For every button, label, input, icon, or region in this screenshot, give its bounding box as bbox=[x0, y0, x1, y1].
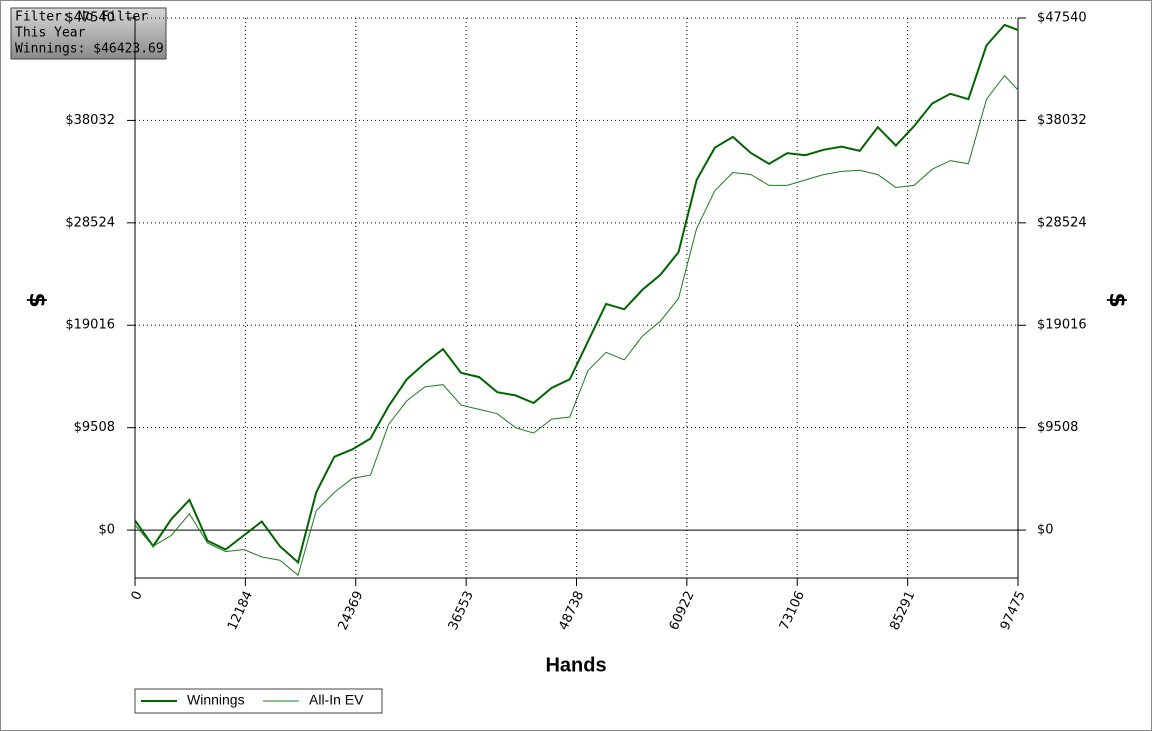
y2-tick-label: $38032 bbox=[1037, 113, 1087, 128]
series-line bbox=[134, 23, 1019, 565]
y2-axis-label: $ bbox=[1104, 292, 1129, 307]
y2-tick-label: $0 bbox=[1037, 523, 1054, 538]
info-box bbox=[10, 7, 167, 60]
y-tick-label: $19016 bbox=[65, 318, 115, 333]
series-line bbox=[134, 74, 1019, 577]
annotation: This Year bbox=[15, 26, 86, 41]
y2-tick-label: $9508 bbox=[1037, 420, 1078, 435]
y2-tick-label: $47540 bbox=[1037, 11, 1087, 26]
x-axis-label: Hands bbox=[545, 654, 606, 676]
annotation: Winnings: $46423.69 bbox=[15, 42, 164, 57]
annotation: Filter: No Filter bbox=[15, 10, 148, 25]
y-axis-label: $ bbox=[24, 292, 49, 307]
y2-tick-label: $28524 bbox=[1037, 215, 1087, 230]
y2-tick-label: $19016 bbox=[1037, 318, 1087, 333]
y-tick-label: $38032 bbox=[65, 113, 115, 128]
legend-label: Winnings bbox=[187, 692, 245, 708]
legend-label: All-In EV bbox=[309, 692, 364, 708]
y-tick-label: $9508 bbox=[74, 420, 115, 435]
y-tick-label: $0 bbox=[98, 523, 115, 538]
y-tick-label: $47540 bbox=[65, 11, 115, 26]
y-tick-label: $28524 bbox=[65, 215, 115, 230]
legend bbox=[134, 688, 383, 714]
